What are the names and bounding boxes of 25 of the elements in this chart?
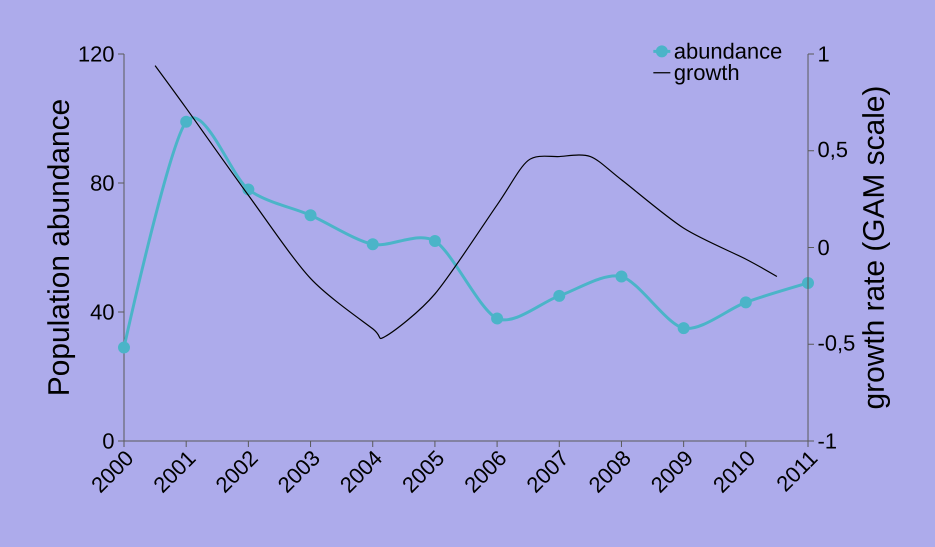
line-series bbox=[154, 65, 778, 338]
point bbox=[491, 312, 504, 324]
y-tick-label: 120 bbox=[80, 46, 114, 62]
point bbox=[802, 276, 814, 289]
y2-tick-label: -1 bbox=[818, 433, 836, 449]
y2-axis-title: growth rate (GAM scale) bbox=[862, 87, 890, 408]
point bbox=[180, 116, 192, 128]
point bbox=[740, 296, 752, 308]
y-tick-label: 80 bbox=[91, 175, 114, 191]
point bbox=[615, 270, 628, 283]
point bbox=[304, 209, 317, 222]
legend-label: abundance bbox=[674, 42, 782, 59]
point bbox=[118, 341, 130, 354]
y2-tick-label: -0,5 bbox=[818, 335, 854, 354]
y2-tick-label: 0 bbox=[818, 240, 829, 256]
point bbox=[678, 322, 690, 334]
point bbox=[553, 290, 566, 302]
y2-tick-label: 1 bbox=[819, 46, 829, 62]
point bbox=[428, 235, 441, 248]
y2-tick-label: 0,5 bbox=[818, 142, 848, 160]
y-tick-label: 0 bbox=[103, 433, 114, 449]
y-tick-label: 40 bbox=[90, 304, 114, 320]
legend-label: growth bbox=[674, 64, 738, 84]
point bbox=[366, 238, 379, 250]
y-axis-title: Population abundance bbox=[47, 100, 76, 394]
